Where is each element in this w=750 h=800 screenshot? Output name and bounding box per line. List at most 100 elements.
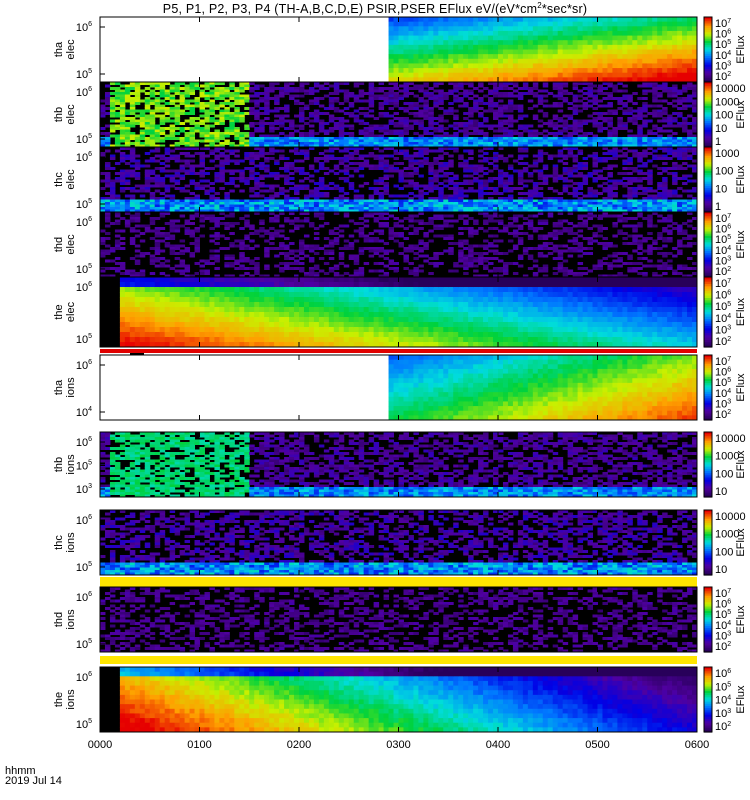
spectrogram-cell [169, 112, 176, 115]
spectrogram-cell [139, 124, 146, 128]
spectrogram-cell [224, 127, 230, 130]
spectrogram-cell [109, 107, 116, 110]
spectrogram-cell [622, 84, 628, 88]
spectrogram-cell [254, 129, 260, 133]
spectrogram-cell [159, 184, 166, 188]
spectrogram-cell [662, 112, 668, 115]
spectrogram-cell [537, 63, 544, 69]
spectrogram-cell [129, 137, 136, 140]
spectrogram-cell [443, 127, 449, 130]
colorbar-tick-exponent: 5 [727, 39, 731, 46]
spectrogram-cell [358, 139, 365, 143]
spectrogram-cell [662, 54, 668, 60]
spectrogram-cell [408, 54, 414, 60]
spectrogram-cell [488, 192, 494, 195]
spectrogram-cell [493, 89, 499, 93]
spectrogram-cell [353, 82, 360, 85]
spectrogram-cell [144, 174, 151, 178]
spectrogram-cell [582, 17, 589, 23]
spectrogram-cell [189, 197, 196, 200]
spectrogram-cell [522, 35, 529, 41]
spectrogram-cell [204, 132, 210, 135]
spectrogram-cell [348, 134, 355, 138]
spectrogram-cell [612, 77, 618, 83]
colorbar-cell [704, 101, 712, 105]
spectrogram-cell [493, 26, 499, 32]
spectrogram-cell [109, 167, 116, 170]
spectrogram-cell [572, 44, 579, 50]
spectrogram-cell [577, 99, 584, 103]
spectrogram-cell [498, 72, 504, 78]
spectrogram-cell [657, 104, 663, 108]
spectrogram-cell [398, 117, 404, 120]
spectrogram-cell [154, 182, 161, 185]
spectrogram-cell [269, 127, 275, 130]
spectrogram-cell [328, 114, 335, 118]
spectrogram-cell [199, 159, 205, 163]
spectrogram-cell [577, 134, 584, 138]
spectrogram-cell [607, 124, 613, 128]
spectrogram-cell [194, 147, 200, 150]
spectrogram-cell [453, 82, 459, 85]
spectrogram-cell [587, 26, 594, 32]
spectrogram-cell [632, 119, 638, 123]
spectrogram-cell [194, 117, 200, 120]
spectrogram-cell [189, 154, 196, 158]
spectrogram-cell [597, 169, 603, 173]
spectrogram-cell [662, 87, 668, 90]
spectrogram-cell [637, 63, 643, 69]
spectrogram-cell [194, 144, 200, 148]
spectrogram-cell [627, 21, 633, 27]
spectrogram-cell [587, 174, 594, 178]
spectrogram-cell [622, 63, 628, 69]
spectrogram-cell [647, 129, 653, 133]
spectrogram-cell [249, 177, 255, 180]
spectrogram-cell [119, 154, 126, 158]
spectrogram-cell [403, 184, 409, 188]
spectrogram-cell [169, 119, 176, 123]
spectrogram-cell [169, 184, 176, 188]
spectrogram-cell [239, 119, 245, 123]
spectrogram-cell [269, 134, 275, 138]
spectrogram-cell [458, 68, 464, 74]
spectrogram-cell [164, 134, 171, 138]
spectrogram-cell [154, 127, 161, 130]
spectrogram-cell [423, 26, 429, 32]
spectrogram-cell [567, 139, 574, 143]
spectrogram-cell [119, 104, 126, 108]
spectrogram-cell [219, 159, 225, 163]
spectrogram-cell [254, 164, 260, 168]
spectrogram-cell [294, 197, 300, 200]
spectrogram-cell [652, 35, 658, 41]
spectrogram-cell [567, 54, 574, 60]
spectrogram-cell [328, 97, 335, 100]
spectrogram-cell [423, 68, 429, 74]
spectrogram-cell [104, 202, 111, 205]
spectrogram-cell [279, 189, 285, 193]
spectrogram-cell [348, 104, 355, 108]
spectrogram-cell [612, 54, 618, 60]
colorbar-cell [704, 116, 712, 120]
spectrogram-cell [602, 152, 608, 155]
spectrogram-cell [672, 58, 678, 64]
spectrogram-cell [657, 35, 663, 41]
spectrogram-cell [453, 114, 459, 118]
spectrogram-cell [284, 194, 290, 198]
spectrogram-cell [592, 139, 598, 143]
spectrogram-cell [239, 202, 245, 205]
spectrogram-cell [498, 92, 504, 95]
spectrogram-cell [642, 109, 648, 113]
spectrogram-cell [537, 44, 544, 50]
colorbar-tick-label: 1000 [715, 148, 739, 160]
spectrogram-cell [502, 94, 509, 98]
spectrogram-cell [468, 63, 474, 69]
spectrogram-cell [517, 149, 524, 153]
spectrogram-cell [398, 54, 404, 60]
spectrogram-cell [179, 109, 186, 113]
spectrogram-cell [448, 40, 454, 46]
spectrogram-cell [677, 137, 683, 140]
spectrogram-cell [139, 122, 146, 125]
spectrogram-cell [517, 117, 524, 120]
spectrogram-cell [219, 82, 225, 85]
colorbar-cell [704, 73, 712, 77]
